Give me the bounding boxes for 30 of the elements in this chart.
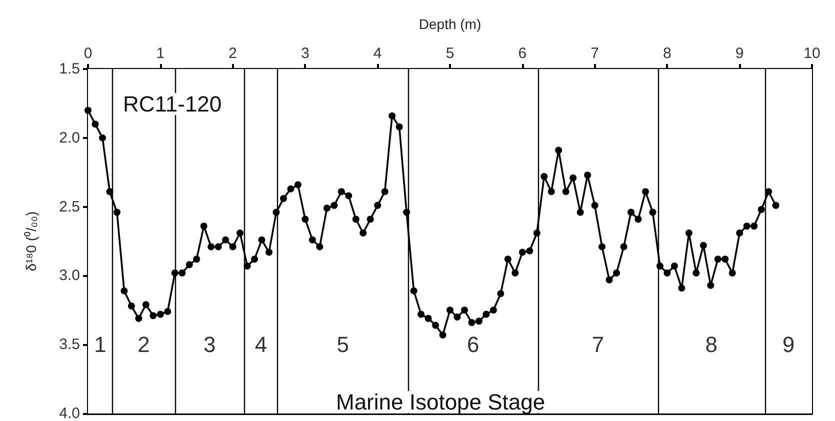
x-axis-title: Depth (m) [418,16,482,32]
x-tick-label: 9 [735,45,744,62]
y-tick-label: 3.0 [59,267,80,284]
y-axis-title: δ¹⁸0 (⁰/₀₀) [23,211,39,272]
band-label: 4 [254,332,268,357]
band-label: 1 [94,332,106,357]
x-tick-label: 7 [590,45,599,62]
x-tick-label: 6 [518,45,527,62]
band-label: 6 [467,332,480,357]
x-tick-label: 8 [663,45,672,62]
x-tick-label: 0 [84,45,92,62]
band-label: 8 [705,332,718,357]
annotation: Marine Isotope Stage [336,390,546,414]
y-tick-label: 2.5 [59,198,80,216]
band-label: 7 [592,332,604,357]
y-tick-label: 2.0 [59,129,80,146]
y-tick-label: 4.0 [59,405,80,421]
y-tick-label: 3.5 [59,336,80,354]
x-tick-label: 2 [228,45,237,62]
x-tick-label: 3 [301,45,310,62]
band-label: 2 [138,332,150,357]
x-tick-label: 4 [373,45,382,62]
annotation: RC11-120 [123,92,222,116]
x-tick-label: 5 [446,45,454,62]
band-label: 3 [204,332,216,357]
band-label: 9 [782,332,795,357]
x-tick-label: 1 [156,45,165,62]
band-label: 5 [336,332,349,357]
x-tick-label: 10 [804,45,820,62]
y-tick-label: 1.5 [59,60,80,78]
